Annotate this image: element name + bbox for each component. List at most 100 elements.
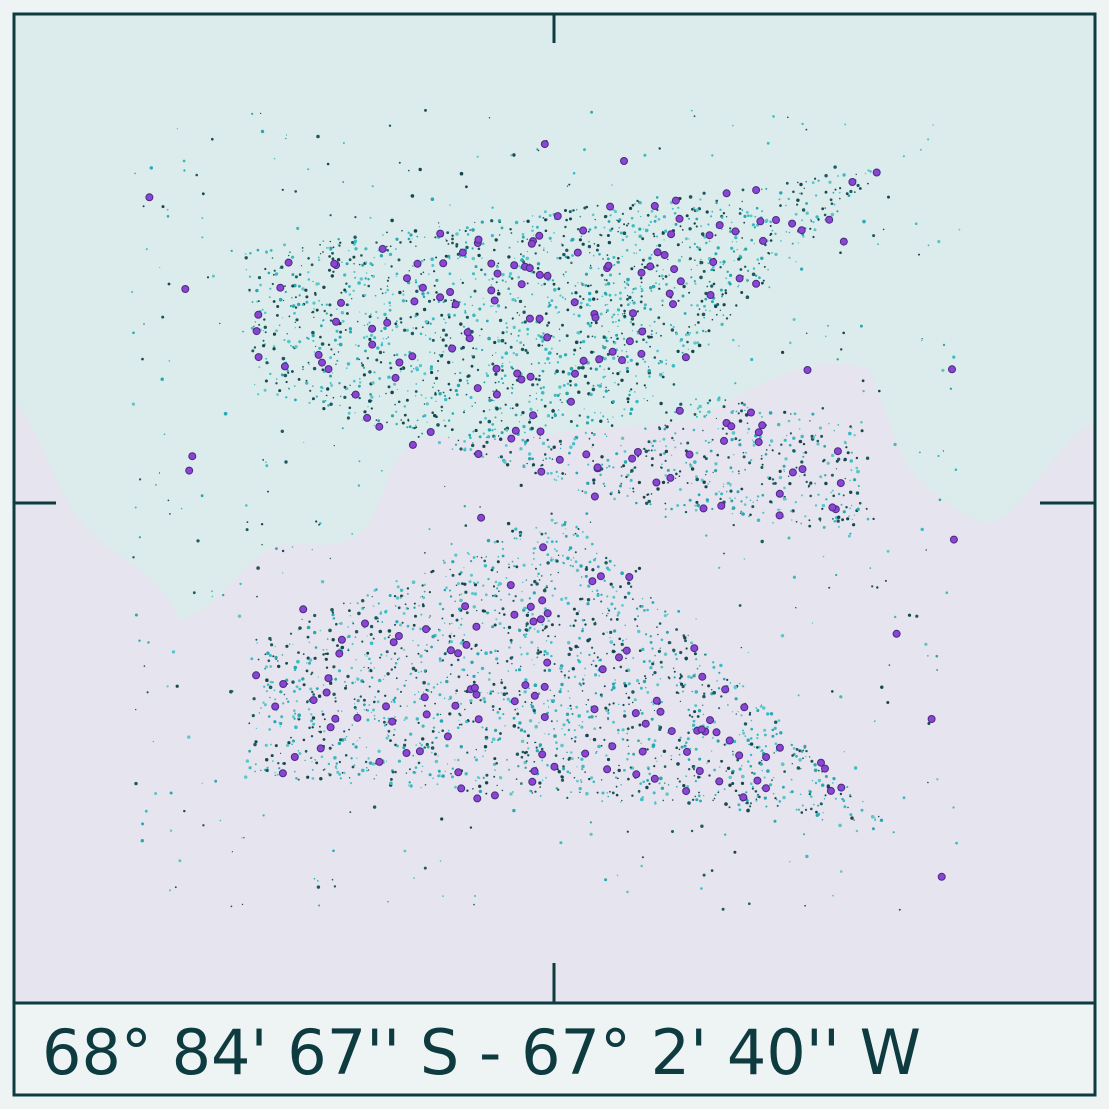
particle (441, 409, 443, 412)
particle (463, 303, 467, 306)
particle (425, 402, 429, 406)
particle (435, 400, 437, 403)
particle (297, 679, 301, 683)
particle (343, 273, 347, 277)
particle (447, 436, 450, 439)
particle (652, 696, 661, 705)
particle (772, 482, 775, 485)
particle (372, 805, 377, 809)
particle (744, 468, 746, 471)
particle (444, 344, 448, 348)
particle (608, 347, 617, 356)
particle (510, 333, 512, 335)
particle (647, 499, 651, 504)
particle (315, 520, 318, 523)
particle (343, 288, 347, 292)
particle (561, 323, 564, 327)
particle (619, 585, 622, 589)
particle (358, 263, 361, 266)
particle (262, 339, 265, 342)
particle (358, 378, 361, 380)
particle (480, 220, 484, 224)
particle (294, 275, 298, 279)
particle (282, 572, 284, 574)
particle (523, 751, 527, 755)
particle (332, 246, 335, 249)
particle (485, 726, 488, 729)
particle (721, 907, 725, 911)
particle (723, 552, 725, 555)
particle (699, 799, 702, 803)
particle (548, 301, 551, 304)
particle (429, 367, 433, 371)
particle (600, 600, 603, 603)
particle (623, 408, 626, 411)
particle (303, 441, 305, 444)
particle (805, 749, 808, 753)
particle (567, 707, 569, 710)
particle (322, 251, 324, 253)
particle (719, 208, 722, 211)
particle (575, 471, 579, 475)
particle (602, 632, 605, 636)
particle (740, 646, 743, 649)
particle (600, 593, 603, 596)
particle (387, 729, 391, 733)
particle (450, 772, 452, 775)
particle (656, 264, 659, 267)
particle (749, 753, 753, 757)
particle (734, 437, 738, 441)
particle (766, 141, 770, 145)
particle (662, 749, 667, 753)
particle (329, 214, 332, 217)
particle (792, 449, 796, 453)
particle (695, 477, 699, 482)
particle (638, 227, 642, 231)
particle (513, 537, 516, 540)
particle (503, 374, 507, 378)
particle (773, 777, 775, 779)
particle (738, 439, 741, 442)
particle (927, 655, 929, 657)
particle (529, 407, 533, 411)
particle (540, 713, 549, 722)
particle (485, 436, 488, 439)
particle (432, 777, 434, 780)
particle (390, 701, 393, 703)
particle (681, 241, 684, 243)
particle (325, 666, 329, 669)
particle (848, 515, 850, 518)
particle (470, 683, 479, 692)
particle (777, 422, 781, 427)
particle (918, 253, 920, 256)
particle (857, 484, 860, 488)
particle (789, 861, 791, 863)
particle (772, 792, 775, 795)
particle (750, 238, 754, 242)
particle (731, 124, 734, 127)
particle (675, 684, 678, 687)
particle (878, 389, 881, 393)
particle (615, 793, 619, 797)
particle (924, 642, 928, 646)
particle (598, 384, 602, 388)
particle (833, 203, 836, 206)
particle (647, 767, 650, 771)
particle (508, 563, 510, 566)
particle (656, 608, 659, 611)
particle (334, 677, 338, 681)
particle (525, 622, 529, 626)
particle (394, 623, 396, 626)
particle (755, 798, 758, 800)
particle (677, 610, 681, 613)
particle (358, 737, 361, 739)
particle (753, 243, 755, 245)
particle (691, 764, 696, 769)
particle (474, 235, 483, 244)
particle (775, 733, 778, 736)
particle (822, 460, 825, 463)
particle (548, 236, 552, 240)
particle (603, 368, 605, 371)
particle (312, 385, 314, 387)
particle (540, 398, 543, 402)
